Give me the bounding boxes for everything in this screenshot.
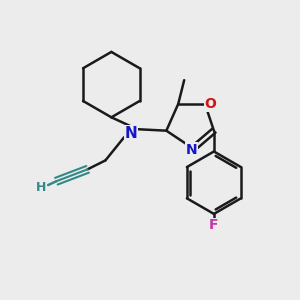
Text: N: N <box>124 126 137 141</box>
Text: F: F <box>209 218 219 232</box>
Text: O: O <box>204 97 216 111</box>
Text: N: N <box>186 143 197 157</box>
Text: H: H <box>36 181 47 194</box>
